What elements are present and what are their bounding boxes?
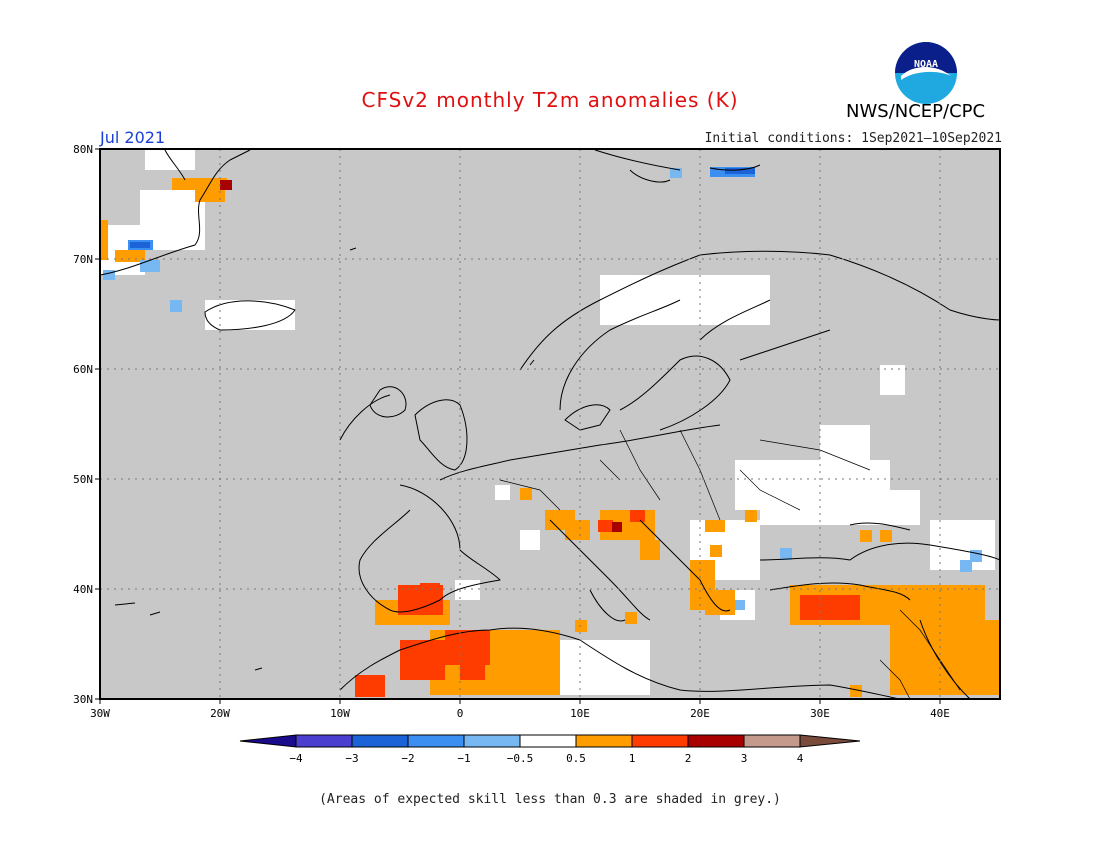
gridlines: [100, 149, 1000, 699]
forecast-month: Jul 2021: [100, 128, 166, 147]
colorbar-swatch: [743, 734, 801, 748]
lon-label: 20W: [210, 707, 230, 720]
colorbar-label: 2: [685, 752, 692, 765]
colorbar-label: 3: [741, 752, 748, 765]
noaa-logo: NOAA: [895, 42, 957, 104]
colorbar-swatch: [799, 734, 861, 748]
lat-label: 30N: [73, 693, 93, 706]
skill-footnote: (Areas of expected skill less than 0.3 a…: [319, 792, 781, 807]
colorbar-label: 4: [797, 752, 804, 765]
lat-label: 50N: [73, 473, 93, 486]
colorbar-swatch: [351, 734, 409, 748]
lon-label: 30E: [810, 707, 830, 720]
colorbar-swatch: [295, 734, 353, 748]
lat-label: 60N: [73, 363, 93, 376]
colorbar-swatch: [631, 734, 689, 748]
colorbar-label: −4: [289, 752, 303, 765]
anomaly-cells: [100, 149, 1000, 699]
colorbar-swatch: [519, 734, 577, 748]
colorbar-label: −1: [457, 752, 470, 765]
colorbar-swatch: [407, 734, 465, 748]
lon-label: 30W: [90, 707, 110, 720]
lon-label: 0: [457, 707, 464, 720]
lon-label: 10E: [570, 707, 590, 720]
map-frame: [99, 148, 1001, 700]
lon-label: 20E: [690, 707, 710, 720]
colorbar-label: −2: [401, 752, 414, 765]
lat-label: 80N: [73, 143, 93, 156]
lat-label: 40N: [73, 583, 93, 596]
lat-label: 70N: [73, 253, 93, 266]
agency-label: NWS/NCEP/CPC: [846, 101, 986, 122]
colorbar-label: 1: [629, 752, 636, 765]
lon-label: 40E: [930, 707, 950, 720]
initial-conditions: Initial conditions: 1Sep2021—10Sep2021: [704, 131, 1002, 146]
logo-text: NOAA: [914, 59, 938, 70]
colorbar: [239, 734, 861, 748]
colorbar-label: 0.5: [566, 752, 586, 765]
colorbar-label: −0.5: [507, 752, 534, 765]
colorbar-swatch: [575, 734, 633, 748]
map-title: CFSv2 monthly T2m anomalies (K): [361, 88, 739, 112]
colorbar-swatch: [239, 734, 297, 748]
colorbar-swatch: [687, 734, 745, 748]
colorbar-label: −3: [345, 752, 358, 765]
colorbar-swatch: [463, 734, 521, 748]
lon-label: 10W: [330, 707, 350, 720]
